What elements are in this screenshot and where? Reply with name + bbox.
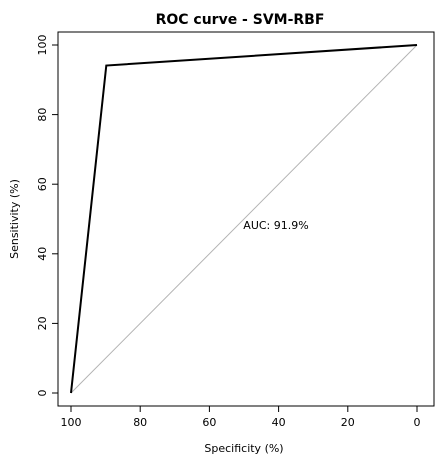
x-tick-label: 0 bbox=[414, 416, 421, 429]
x-tick-label: 40 bbox=[272, 416, 286, 429]
x-axis-label: Specificity (%) bbox=[204, 442, 283, 455]
y-tick-label: 20 bbox=[36, 316, 49, 330]
x-tick-label: 60 bbox=[202, 416, 216, 429]
reference-diagonal-line bbox=[70, 44, 418, 394]
series-layer bbox=[70, 44, 418, 394]
roc-curve-line bbox=[70, 44, 418, 394]
plot-frame bbox=[57, 31, 435, 407]
y-tick-label: 60 bbox=[36, 177, 49, 191]
x-tick-label: 100 bbox=[61, 416, 82, 429]
y-tick-label: 80 bbox=[36, 108, 49, 122]
x-axis: 100 80 60 40 20 0 bbox=[61, 406, 421, 429]
x-tick-label: 80 bbox=[133, 416, 147, 429]
y-axis: 0 20 40 60 80 100 bbox=[36, 35, 58, 397]
reference-line-layer bbox=[70, 44, 418, 394]
x-tick-label: 20 bbox=[341, 416, 355, 429]
chart-title: ROC curve - SVM-RBF bbox=[156, 12, 325, 28]
y-axis-label: Sensitivity (%) bbox=[8, 179, 21, 259]
auc-annotation: AUC: 91.9% bbox=[243, 219, 308, 232]
y-tick-label: 40 bbox=[36, 247, 49, 261]
annotation-layer: AUC: 91.9% bbox=[243, 219, 308, 232]
y-tick-label: 100 bbox=[36, 35, 49, 56]
y-tick-label: 0 bbox=[36, 390, 49, 397]
